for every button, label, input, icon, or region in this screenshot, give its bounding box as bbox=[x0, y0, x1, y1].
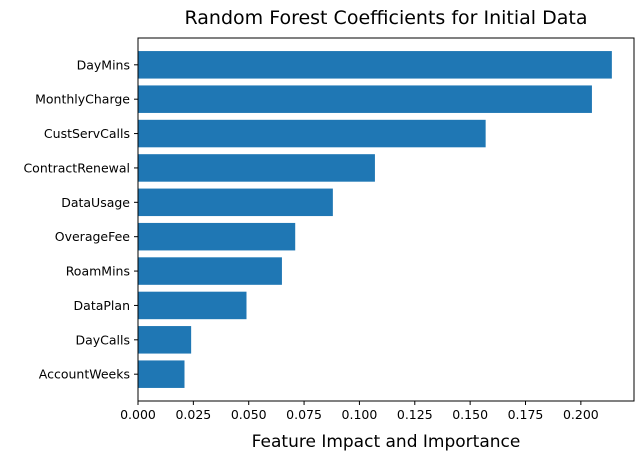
axes-layer bbox=[137, 37, 635, 402]
y-tick-label: DataUsage bbox=[61, 195, 130, 210]
y-tick-label: MonthlyCharge bbox=[35, 92, 130, 107]
y-tick-label: DayMins bbox=[77, 57, 130, 72]
y-tick-label: CustServCalls bbox=[44, 126, 130, 141]
y-tick-label: OverageFee bbox=[55, 229, 131, 244]
bar-accountweeks bbox=[138, 360, 185, 388]
bar-datausage bbox=[138, 188, 333, 217]
x-tick-label: 0.025 bbox=[175, 407, 211, 422]
x-tick-label: 0.050 bbox=[231, 407, 267, 422]
chart-title: Random Forest Coefficients for Initial D… bbox=[185, 7, 588, 29]
y-tick-labels: DayMins MonthlyCharge CustServCalls Contrac… bbox=[23, 57, 138, 382]
bars-layer bbox=[138, 51, 612, 388]
plot-frame bbox=[137, 37, 635, 402]
x-tick-labels: 0.000 0.025 0.050 0.075 0.100 0.125 0.150 0.175… bbox=[120, 401, 599, 422]
bar-daymins bbox=[138, 51, 612, 79]
bar-custservcalls bbox=[138, 119, 486, 148]
bar-overagefee bbox=[138, 222, 296, 251]
x-tick-label: 0.125 bbox=[397, 407, 433, 422]
bar-contractrenewal bbox=[138, 154, 375, 182]
x-tick-label: 0.175 bbox=[508, 407, 544, 422]
bar-daycalls bbox=[138, 326, 192, 354]
y-tick-label: AccountWeeks bbox=[39, 367, 130, 382]
x-tick-label: 0.200 bbox=[563, 407, 599, 422]
y-tick-label: DataPlan bbox=[74, 298, 130, 313]
bar-dataplan bbox=[138, 291, 247, 320]
x-axis-title: Feature Impact and Importance bbox=[252, 432, 521, 452]
x-tick-label: 0.100 bbox=[342, 407, 378, 422]
x-tick-label: 0.075 bbox=[286, 407, 322, 422]
y-tick-label: ContractRenewal bbox=[23, 160, 130, 175]
bar-roammins bbox=[138, 257, 282, 285]
y-tick-label: DayCalls bbox=[75, 332, 130, 347]
x-tick-label: 0.000 bbox=[120, 407, 156, 422]
y-tick-label: RoamMins bbox=[66, 264, 130, 279]
x-tick-label: 0.150 bbox=[452, 407, 488, 422]
bar-monthlycharge bbox=[138, 85, 592, 113]
